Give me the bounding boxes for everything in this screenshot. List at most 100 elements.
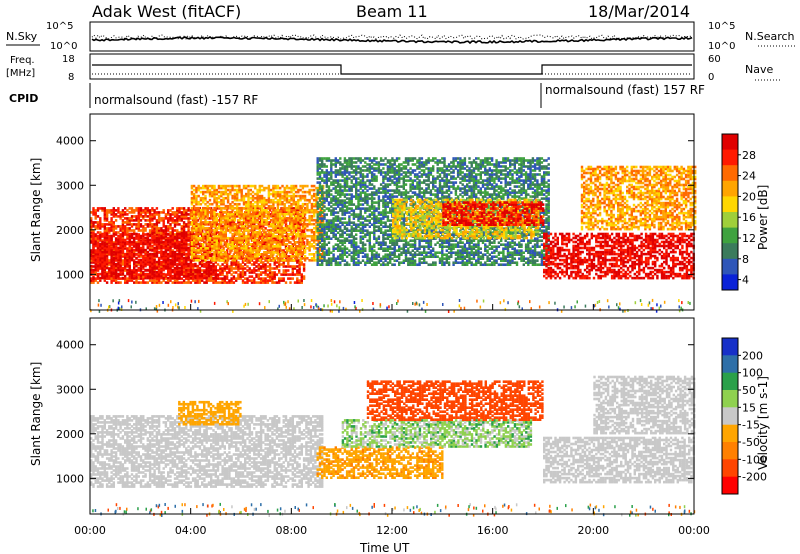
heatmap-cell [223,281,226,284]
heatmap-cell [128,279,131,282]
heatmap-cell [310,245,314,248]
heatmap-cell [220,255,223,258]
heatmap-cell [173,279,177,282]
heatmap-cell [276,247,280,250]
heatmap-cell [242,249,246,252]
heatmap-cell [284,231,288,234]
heatmap-cell [288,204,291,208]
heatmap-cell [249,257,252,260]
heatmap-cell [231,218,234,222]
heatmap-cell [276,186,280,190]
heatmap-cell [256,188,259,192]
heatmap-cell [144,248,147,252]
heatmap-cell [297,200,300,204]
heatmap-cell [294,202,298,206]
heatmap-cell [182,256,186,260]
heatmap-cell [245,249,248,252]
heatmap-cell [199,218,203,222]
heatmap-cell [272,212,275,216]
heatmap-cell [281,212,284,216]
heatmap-cell [287,261,290,264]
heatmap-cell [284,223,288,226]
heatmap-cell [219,225,222,228]
heatmap-cell [334,217,337,220]
heatmap-cell [236,230,239,234]
heatmap-cell [308,200,311,204]
heatmap-cell [310,238,314,242]
heatmap-cell [230,225,233,228]
heatmap-cell [316,243,319,246]
heatmap-cell [279,224,282,228]
heatmap-cell [217,194,221,198]
heatmap-cell [274,192,277,196]
heatmap-cell [232,263,236,266]
heatmap-cell [114,250,118,254]
heatmap-cell [155,277,159,280]
heatmap-cell [128,240,131,244]
heatmap-cell [169,223,172,226]
heatmap-cell [267,206,271,210]
heatmap-cell [260,218,264,222]
heatmap-cell [285,249,289,252]
heatmap-cell [244,273,247,276]
heatmap-cell [185,262,188,266]
heatmap-cell [185,252,188,256]
heatmap-cell [213,198,216,202]
heatmap-cell [114,209,118,212]
heatmap-cell [235,259,238,262]
heatmap-cell [169,279,172,282]
heatmap-cell [108,250,111,254]
heatmap-cell [327,157,331,160]
heatmap-cell [110,262,113,266]
heatmap-cell [153,223,156,226]
heatmap-cell [239,229,242,232]
heatmap-cell [327,203,331,206]
heatmap-cell [92,232,95,236]
heatmap-cell [327,171,331,174]
heatmap-cell [139,261,143,264]
heatmap-cell [276,214,280,218]
heatmap-cell [259,259,263,262]
heatmap-cell [180,246,183,250]
heatmap-cell [176,217,179,220]
heatmap-cell [148,211,152,214]
heatmap-cell [274,218,277,222]
heatmap-cell [99,234,102,238]
heatmap-cell [119,254,122,258]
heatmap-cell [151,231,154,234]
heatmap-cell [325,193,328,196]
heatmap-cell [137,209,140,212]
heatmap-cell [327,235,331,238]
heatmap-cell [173,233,177,236]
heatmap-cell [231,226,234,230]
heatmap-cell [178,215,181,218]
heatmap-cell [160,240,163,244]
heatmap-cell [139,207,143,210]
heatmap-cell [187,219,190,222]
heatmap-cell [192,204,196,208]
heatmap-cell [92,258,95,262]
heatmap-cell [210,277,213,280]
heatmap-cell [190,186,194,190]
heatmap-cell [164,229,168,232]
heatmap-cell [135,207,138,210]
heatmap-cell [256,196,259,200]
heatmap-cell [334,219,337,222]
heatmap-cell [126,257,129,260]
heatmap-cell [249,206,252,210]
heatmap-cell [287,273,290,276]
heatmap-cell [321,157,324,160]
heatmap-cell [194,279,197,282]
heatmap-cell [190,220,194,224]
heatmap-cell [291,265,294,268]
heatmap-cell [325,199,328,202]
heatmap-cell [292,230,295,234]
heatmap-cell [114,245,118,248]
heatmap-cell [238,222,241,226]
heatmap-cell [144,236,147,240]
heatmap-cell [142,254,145,258]
heatmap-cell [169,276,172,280]
heatmap-cell [92,253,95,256]
heatmap-cell [336,225,340,228]
heatmap-cell [191,267,195,270]
